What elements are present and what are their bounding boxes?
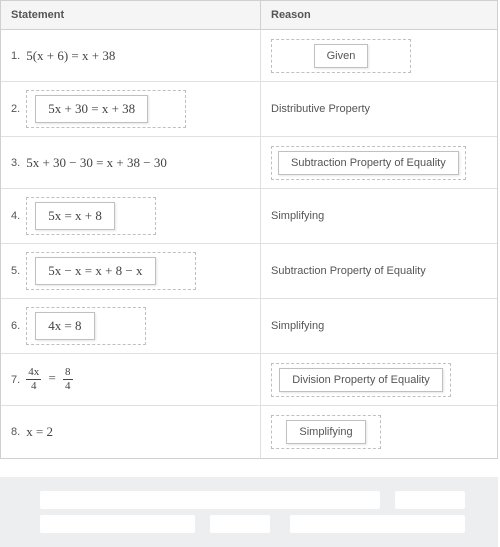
- statement-drop-slot[interactable]: 5x − x = x + 8 − x: [26, 252, 196, 290]
- reason-tile[interactable]: Division Property of Equality: [279, 368, 443, 392]
- statement-text: x = 2: [26, 424, 53, 440]
- reason-text: Distributive Property: [271, 103, 370, 115]
- fraction-left: 4x 4: [26, 367, 41, 392]
- proof-table: Statement Reason 1. 5(x + 6) = x + 38 Gi…: [0, 0, 498, 459]
- statement-cell: 5. 5x − x = x + 8 − x: [1, 244, 261, 298]
- table-row: 6. 4x = 8 Simplifying: [1, 299, 497, 354]
- statement-drop-slot[interactable]: 5x = x + 8: [26, 197, 156, 235]
- tile-placeholder[interactable]: [40, 515, 195, 533]
- table-row: 3. 5x + 30 − 30 = x + 38 − 30 Subtractio…: [1, 137, 497, 189]
- reason-cell: Simplifying: [261, 406, 497, 458]
- statement-tile[interactable]: 5x + 30 = x + 38: [35, 95, 148, 123]
- tile-placeholder[interactable]: [210, 515, 270, 533]
- row-number: 6.: [11, 320, 20, 332]
- reason-drop-slot[interactable]: Simplifying: [271, 415, 381, 449]
- statement-cell: 7. 4x 4 = 8 4: [1, 354, 261, 405]
- reason-cell: Division Property of Equality: [261, 354, 497, 405]
- reason-cell: Simplifying: [261, 189, 497, 243]
- statement-cell: 1. 5(x + 6) = x + 38: [1, 30, 261, 81]
- statement-fraction: 4x 4 = 8 4: [26, 367, 72, 392]
- reason-text: Subtraction Property of Equality: [271, 265, 426, 277]
- row-number: 8.: [11, 426, 20, 438]
- table-row: 8. x = 2 Simplifying: [1, 406, 497, 458]
- fraction-right: 8 4: [63, 367, 73, 392]
- reason-tile[interactable]: Subtraction Property of Equality: [278, 151, 459, 175]
- frac-top: 4x: [26, 367, 41, 380]
- reason-text: Simplifying: [271, 320, 324, 332]
- statement-cell: 6. 4x = 8: [1, 299, 261, 353]
- table-row: 2. 5x + 30 = x + 38 Distributive Propert…: [1, 82, 497, 137]
- statement-drop-slot[interactable]: 4x = 8: [26, 307, 146, 345]
- table-row: 4. 5x = x + 8 Simplifying: [1, 189, 497, 244]
- statement-cell: 3. 5x + 30 − 30 = x + 38 − 30: [1, 137, 261, 188]
- tile-placeholder[interactable]: [40, 491, 380, 509]
- statement-text: 5x + 30 − 30 = x + 38 − 30: [26, 155, 167, 171]
- statement-cell: 2. 5x + 30 = x + 38: [1, 82, 261, 136]
- reason-drop-slot[interactable]: Subtraction Property of Equality: [271, 146, 466, 180]
- tile-placeholder[interactable]: [290, 515, 465, 533]
- table-row: 7. 4x 4 = 8 4 Division Property of Equal…: [1, 354, 497, 406]
- reason-tile[interactable]: Given: [314, 44, 369, 68]
- header-statement: Statement: [1, 1, 261, 29]
- statement-tile[interactable]: 5x − x = x + 8 − x: [35, 257, 155, 285]
- tile-bank[interactable]: [0, 477, 498, 547]
- reason-tile[interactable]: Simplifying: [286, 420, 365, 444]
- reason-cell: Simplifying: [261, 299, 497, 353]
- reason-cell: Subtraction Property of Equality: [261, 137, 497, 188]
- reason-drop-slot[interactable]: Given: [271, 39, 411, 73]
- row-number: 4.: [11, 210, 20, 222]
- row-number: 3.: [11, 157, 20, 169]
- reason-cell: Subtraction Property of Equality: [261, 244, 497, 298]
- statement-text: 5(x + 6) = x + 38: [26, 48, 115, 64]
- reason-drop-slot[interactable]: Division Property of Equality: [271, 363, 451, 397]
- table-row: 1. 5(x + 6) = x + 38 Given: [1, 30, 497, 82]
- table-row: 5. 5x − x = x + 8 − x Subtraction Proper…: [1, 244, 497, 299]
- statement-tile[interactable]: 4x = 8: [35, 312, 94, 340]
- frac-bottom: 4: [29, 380, 39, 392]
- table-header: Statement Reason: [1, 1, 497, 30]
- tile-placeholder[interactable]: [395, 491, 465, 509]
- statement-cell: 8. x = 2: [1, 406, 261, 458]
- statement-cell: 4. 5x = x + 8: [1, 189, 261, 243]
- frac-top: 8: [63, 367, 73, 380]
- equals-sign: =: [48, 370, 55, 385]
- row-number: 5.: [11, 265, 20, 277]
- statement-drop-slot[interactable]: 5x + 30 = x + 38: [26, 90, 186, 128]
- row-number: 2.: [11, 103, 20, 115]
- row-number: 1.: [11, 50, 20, 62]
- reason-cell: Distributive Property: [261, 82, 497, 136]
- row-number: 7.: [11, 374, 20, 386]
- reason-text: Simplifying: [271, 210, 324, 222]
- reason-cell: Given: [261, 30, 497, 81]
- frac-bottom: 4: [63, 380, 73, 392]
- statement-tile[interactable]: 5x = x + 8: [35, 202, 115, 230]
- header-reason: Reason: [261, 1, 497, 29]
